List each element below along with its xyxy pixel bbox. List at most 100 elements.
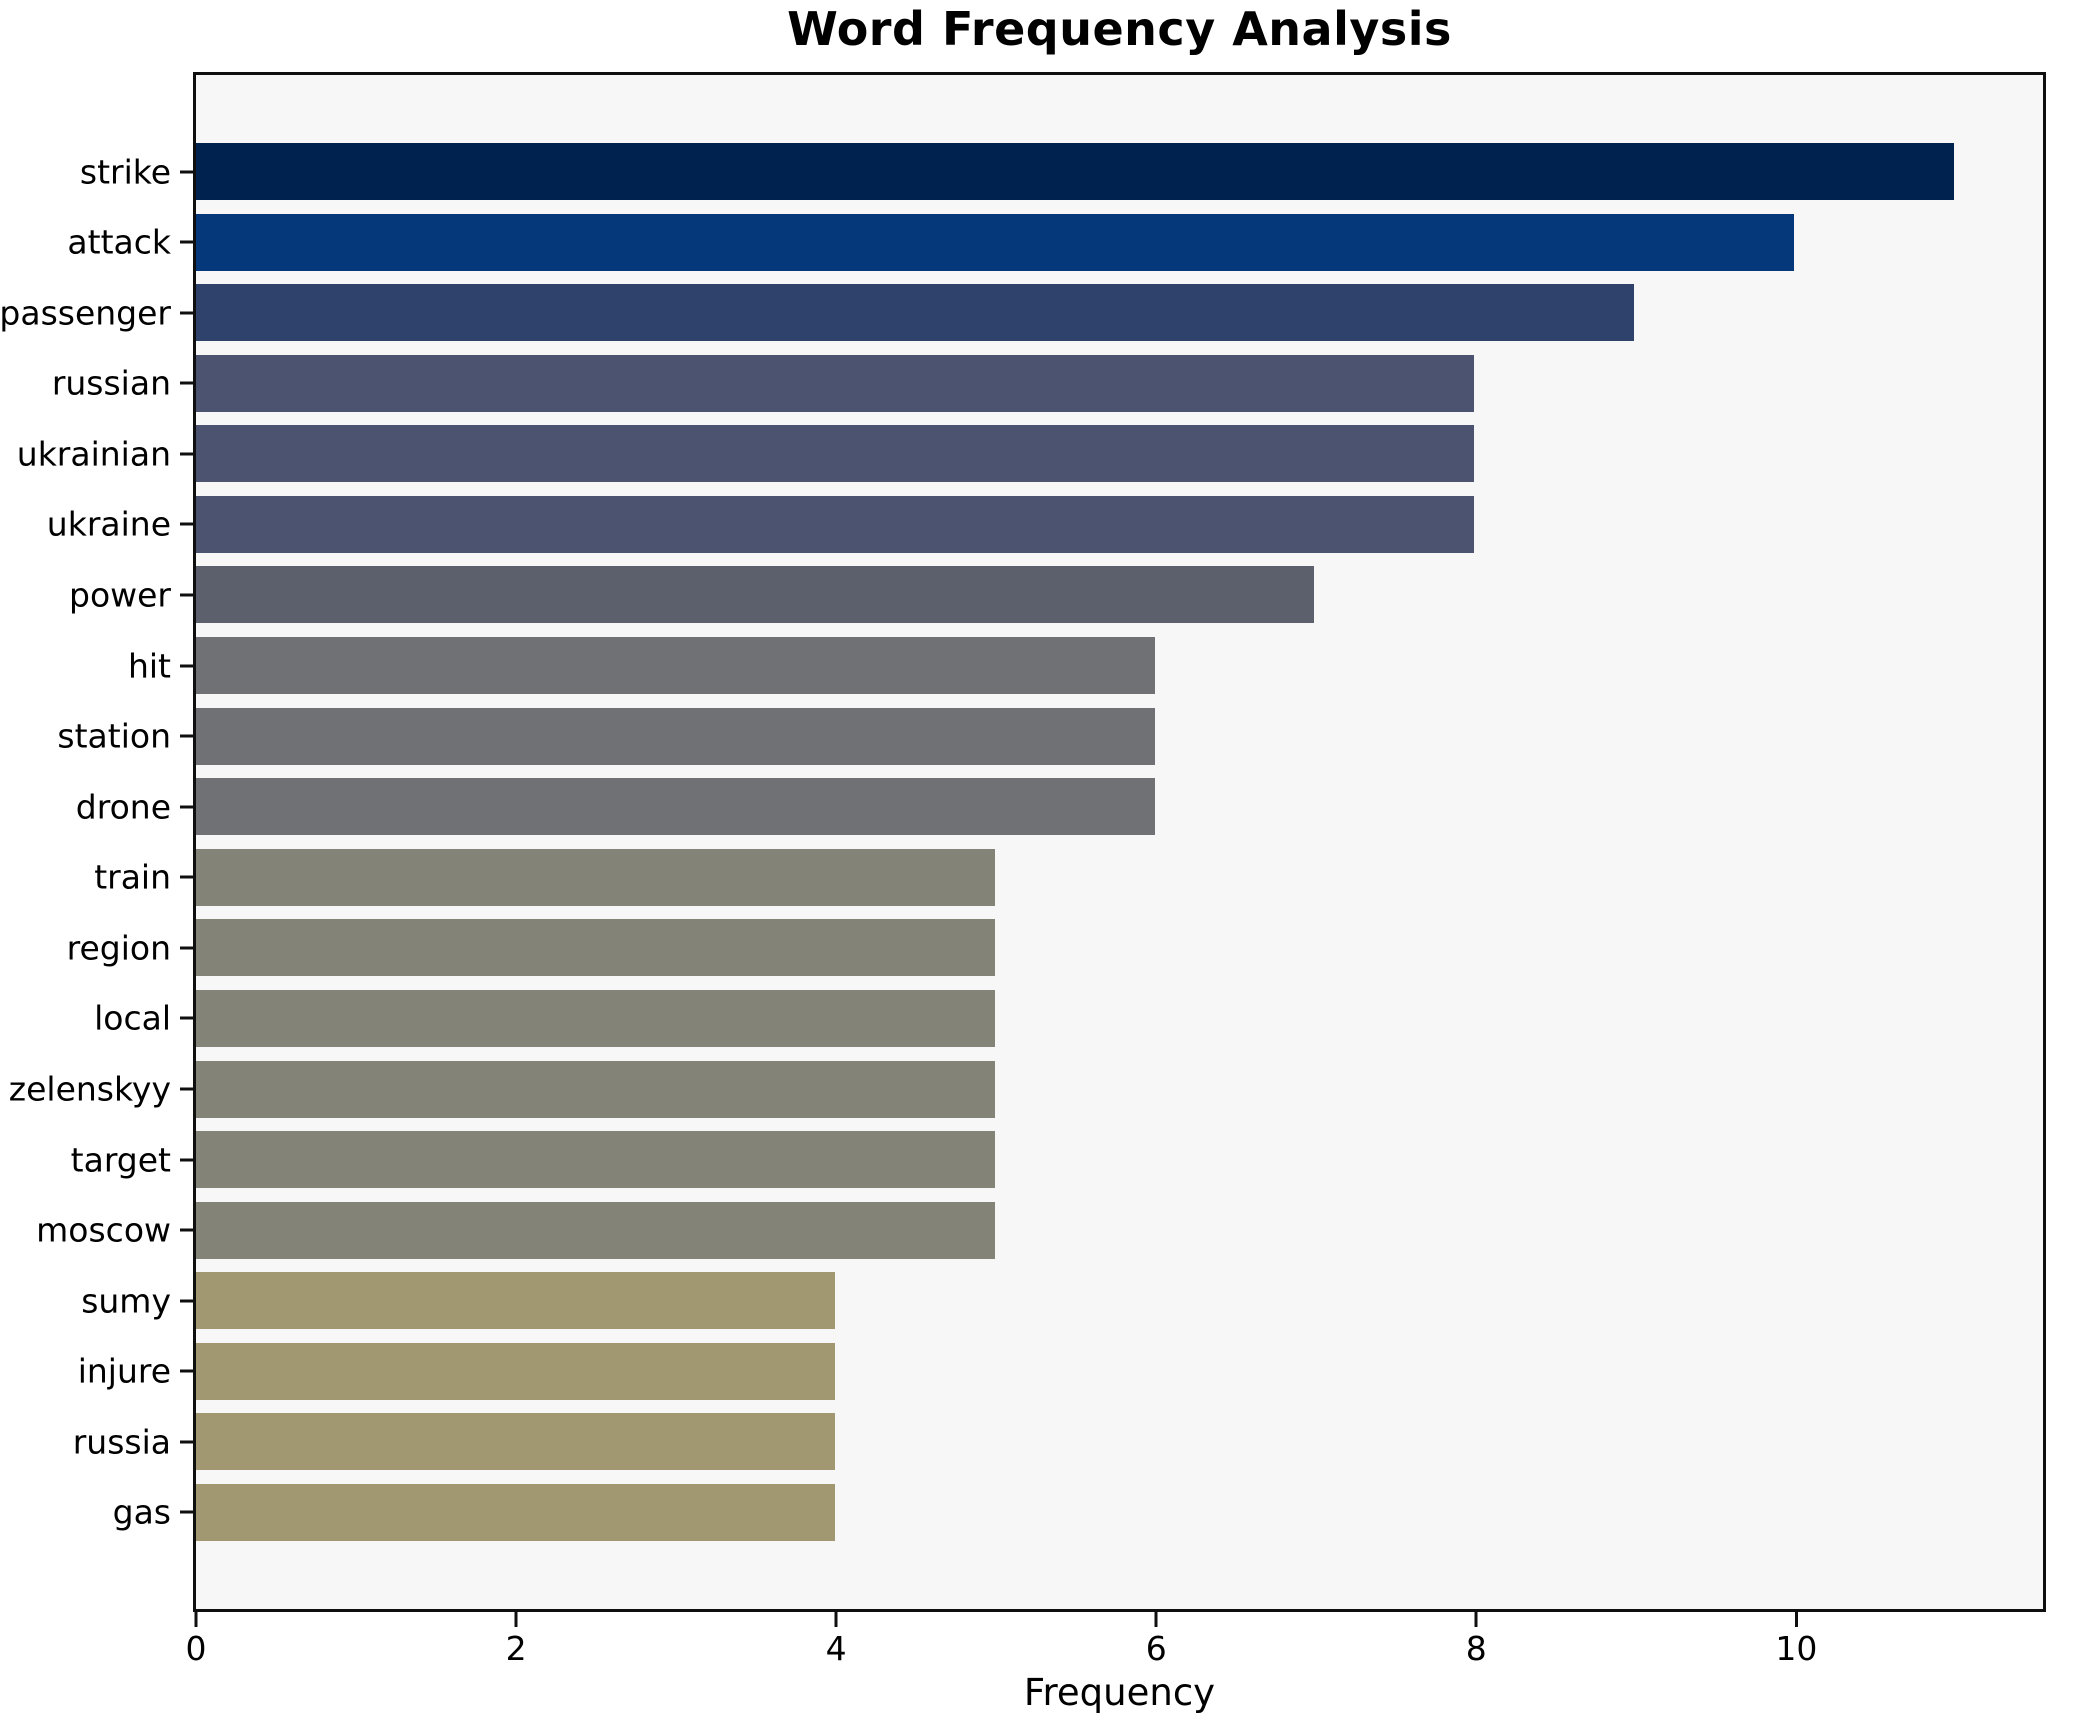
- bar-row: russia: [73, 1413, 2043, 1471]
- x-tick-mark: [1794, 1612, 1798, 1627]
- y-tick-label: local: [94, 998, 171, 1038]
- y-tick-mark: [180, 452, 193, 456]
- bar-row: ukraine: [47, 495, 2043, 553]
- y-tick-label: passenger: [0, 293, 171, 333]
- y-tick-mark: [180, 1510, 193, 1514]
- x-tick-mark: [1474, 1612, 1478, 1627]
- bar-row: hit: [128, 637, 2043, 695]
- x-tick: 2: [506, 1612, 527, 1665]
- x-tick: 4: [826, 1612, 847, 1665]
- bar: [196, 1272, 836, 1330]
- bar: [196, 778, 1155, 836]
- chart-title: Word Frequency Analysis: [787, 2, 1452, 56]
- bar: [196, 425, 1475, 483]
- x-tick-label: 2: [505, 1629, 527, 1668]
- y-tick-label: power: [69, 575, 171, 615]
- bar-row: ukrainian: [17, 425, 2043, 483]
- bar-row: train: [94, 848, 2043, 906]
- bar: [196, 566, 1315, 624]
- y-tick-label: train: [94, 857, 171, 897]
- y-tick-mark: [180, 805, 193, 809]
- bar: [196, 1483, 836, 1541]
- x-tick: 8: [1466, 1612, 1487, 1665]
- x-tick-mark: [194, 1612, 198, 1627]
- y-tick-mark: [180, 1087, 193, 1091]
- y-tick-label: gas: [112, 1492, 171, 1532]
- x-tick-mark: [834, 1612, 838, 1627]
- y-tick-label: region: [66, 928, 171, 968]
- y-tick-label: moscow: [36, 1210, 171, 1250]
- bar: [196, 848, 995, 906]
- y-tick-mark: [180, 734, 193, 738]
- bar: [196, 707, 1155, 765]
- bar: [196, 213, 1794, 271]
- y-tick-mark: [180, 240, 193, 244]
- x-tick-mark: [514, 1612, 518, 1627]
- bar: [196, 1131, 995, 1189]
- x-tick: 6: [1146, 1612, 1167, 1665]
- x-tick-label: 0: [185, 1629, 207, 1668]
- y-tick-label: station: [57, 716, 171, 756]
- bar-row: station: [57, 707, 2043, 765]
- bar: [196, 354, 1475, 412]
- bar-row: local: [94, 989, 2043, 1047]
- y-tick-label: drone: [75, 787, 171, 827]
- y-tick-mark: [180, 170, 193, 173]
- y-tick-label: zelenskyy: [8, 1069, 171, 1109]
- bar: [196, 989, 995, 1047]
- x-tick: 10: [1775, 1612, 1817, 1665]
- bar: [196, 143, 1954, 200]
- plot-area: strike attack passenger russian ukrainian ukr…: [0, 72, 2046, 1612]
- y-tick-mark: [180, 1299, 193, 1303]
- bar-row: zelenskyy: [9, 1060, 2043, 1118]
- bar: [196, 1342, 836, 1400]
- bar-row: moscow: [36, 1201, 2043, 1259]
- bar-row: gas: [113, 1483, 2043, 1541]
- bar: [196, 1060, 995, 1118]
- y-tick-label: attack: [67, 222, 171, 262]
- bar-row: passenger: [0, 284, 2043, 342]
- bar-row: power: [69, 566, 2043, 624]
- bar: [196, 495, 1475, 553]
- y-tick-mark: [180, 875, 193, 879]
- x-tick-label: 10: [1775, 1629, 1818, 1668]
- bar-row: drone: [76, 778, 2043, 836]
- y-tick-label: russian: [51, 363, 171, 403]
- bar: [196, 284, 1634, 342]
- y-tick-mark: [180, 593, 193, 597]
- y-tick-mark: [180, 522, 193, 526]
- y-tick-label: russia: [72, 1422, 171, 1462]
- bar-rows: strike attack passenger russian ukrainian ukr…: [0, 75, 2043, 1609]
- x-tick-label: 4: [825, 1629, 847, 1668]
- y-tick-mark: [180, 1158, 193, 1162]
- bar-row: sumy: [81, 1272, 2043, 1330]
- bar: [196, 637, 1155, 695]
- bar-row: attack: [67, 213, 2043, 271]
- y-tick-label: hit: [127, 646, 171, 686]
- y-tick-mark: [180, 946, 193, 950]
- y-tick-mark: [180, 1228, 193, 1232]
- bar-row: region: [67, 919, 2043, 977]
- y-tick-mark: [180, 1440, 193, 1444]
- bar: [196, 919, 995, 977]
- y-tick-label: target: [70, 1140, 171, 1180]
- y-tick-label: sumy: [81, 1281, 171, 1321]
- y-tick-mark: [180, 381, 193, 385]
- y-tick-label: injure: [77, 1351, 171, 1391]
- y-tick-label: ukrainian: [16, 434, 171, 474]
- bar-row: russian: [52, 354, 2043, 412]
- y-tick-mark: [180, 1016, 193, 1020]
- bar-row: injure: [78, 1342, 2043, 1400]
- x-tick-label: 8: [1465, 1629, 1487, 1668]
- y-tick-mark: [180, 311, 193, 315]
- y-tick-mark: [180, 1369, 193, 1373]
- x-axis-label: Frequency: [1023, 1671, 1216, 1714]
- bar: [196, 1413, 836, 1471]
- x-tick: 0: [186, 1612, 207, 1665]
- x-tick-mark: [1154, 1612, 1158, 1627]
- bar: [196, 1201, 995, 1259]
- x-tick-label: 6: [1145, 1629, 1167, 1668]
- x-axis-ticks: 0 2 4 6 8 10: [186, 1612, 2046, 1682]
- bar-row: target: [71, 1131, 2043, 1189]
